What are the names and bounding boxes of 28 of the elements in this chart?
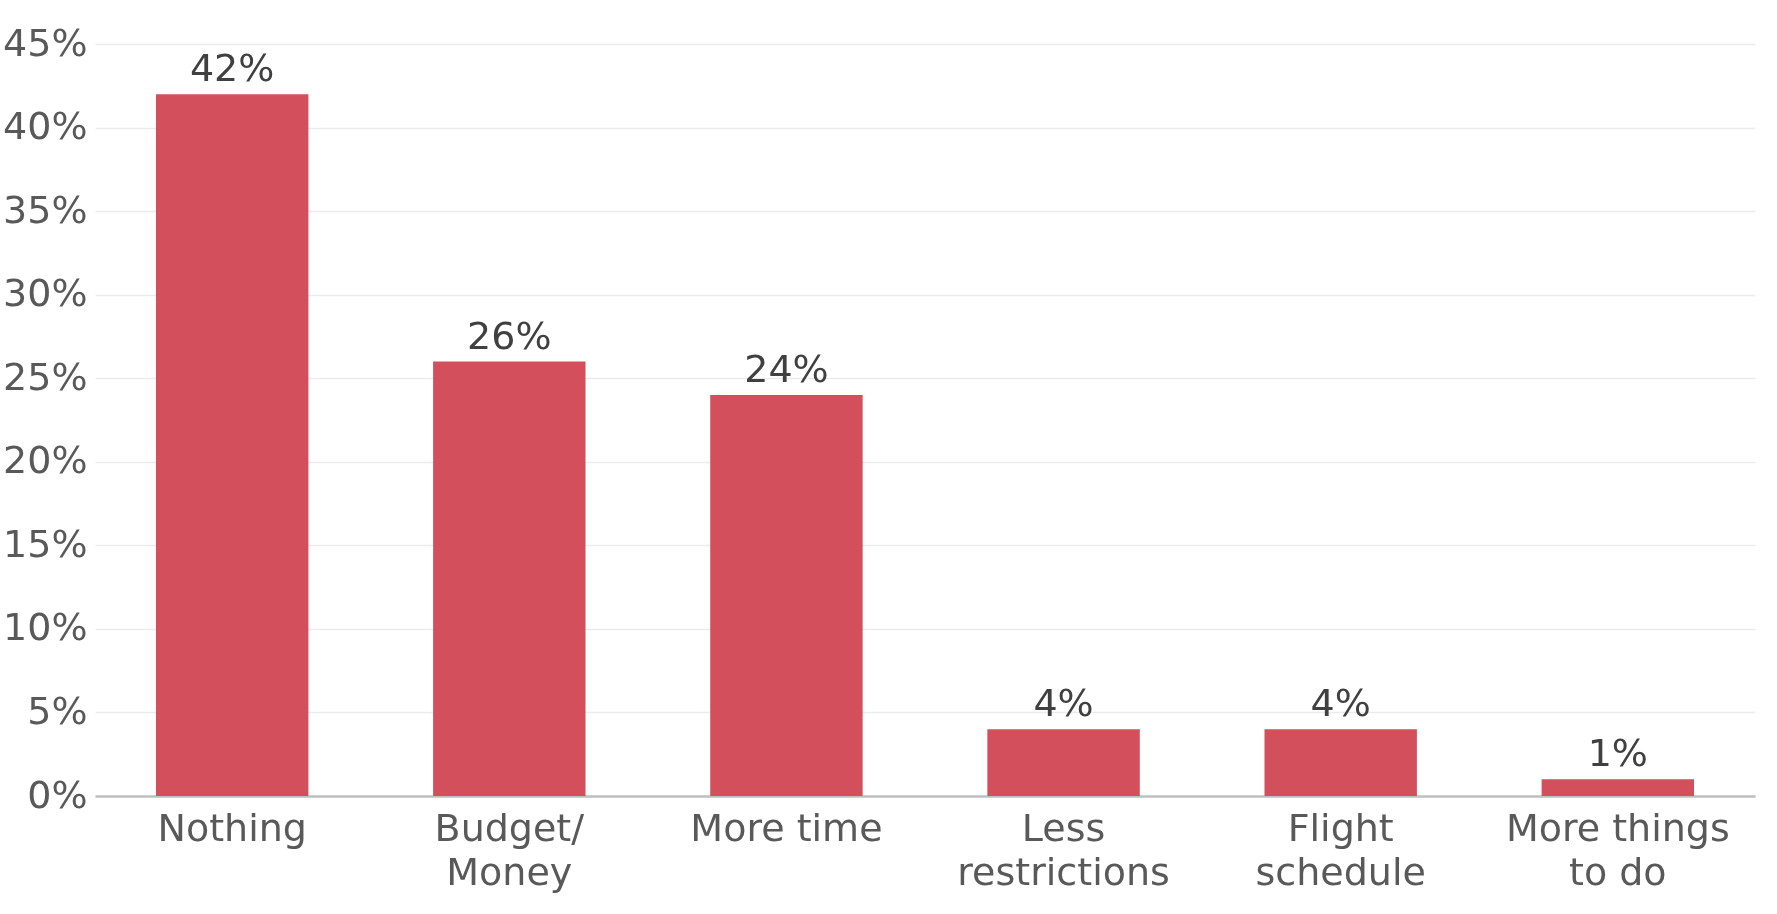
y-tick-label: 30% [3, 271, 88, 316]
x-tick-label: Less restrictions [957, 805, 1170, 894]
y-tick-label: 40% [3, 104, 88, 149]
y-tick-label: 5% [27, 688, 88, 733]
x-tick-label: More things to do [1505, 805, 1730, 894]
bar [710, 394, 863, 796]
x-tick-label: Flight schedule [1255, 805, 1426, 894]
bar [155, 94, 309, 796]
x-tick-label: Nothing [157, 805, 307, 850]
y-tick-label: 25% [3, 354, 88, 399]
y-tick-label: 0% [27, 772, 88, 817]
data-label: 1% [1587, 731, 1648, 776]
data-label: 4% [1310, 681, 1371, 726]
x-tick-label: More time [690, 805, 883, 850]
data-label: 42% [189, 46, 275, 91]
bar [1541, 779, 1695, 796]
bar [987, 729, 1140, 796]
x-tick-label: Budget/ Money [434, 805, 585, 894]
data-label: 4% [1033, 681, 1094, 726]
y-tick-label: 20% [3, 438, 88, 483]
bar [1264, 729, 1417, 796]
y-tick-label: 35% [3, 187, 88, 232]
y-tick-label: 45% [3, 20, 88, 65]
y-tick-label: 15% [3, 521, 88, 566]
bar [433, 361, 586, 796]
data-label: 26% [467, 313, 552, 358]
data-label: 24% [744, 346, 829, 391]
y-tick-label: 10% [3, 605, 88, 650]
